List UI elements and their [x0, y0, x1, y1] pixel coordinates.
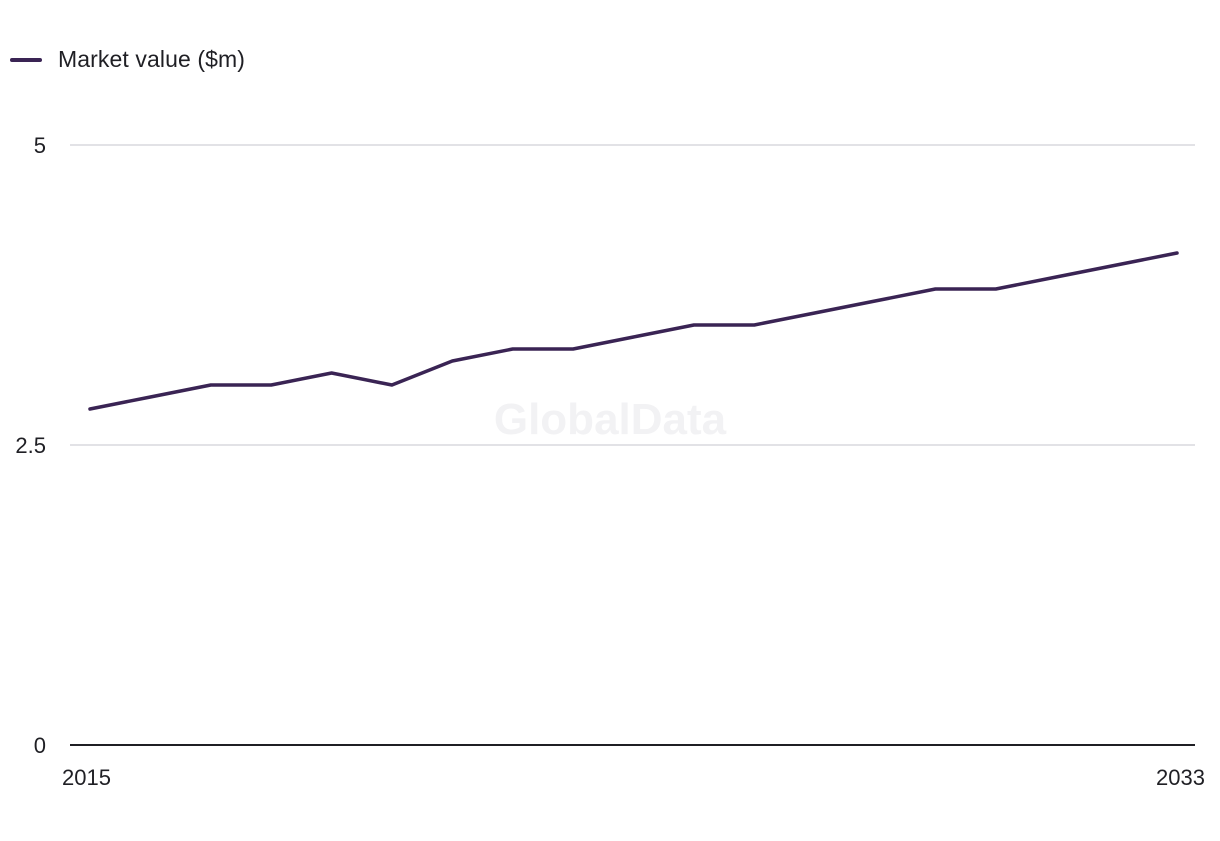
y-tick-label: 0	[34, 733, 46, 758]
y-tick-labels: 02.55	[15, 133, 46, 758]
y-tick-label: 2.5	[15, 433, 46, 458]
series-line-market-value	[88, 251, 1179, 411]
x-tick-labels: 2015 2033	[62, 765, 1205, 790]
legend-swatch	[10, 57, 42, 62]
x-tick-label: 2015	[62, 765, 111, 790]
watermark: GlobalData	[494, 395, 727, 444]
legend-label: Market value ($m)	[58, 46, 246, 72]
legend: Market value ($m)	[10, 46, 245, 73]
y-tick-label: 5	[34, 133, 46, 158]
x-tick-label: 2033	[1156, 765, 1205, 790]
gridlines	[70, 144, 1195, 446]
